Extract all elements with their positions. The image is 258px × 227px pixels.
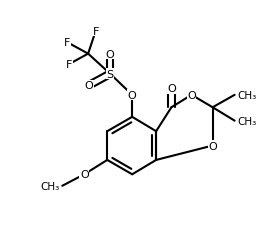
Text: O: O (208, 141, 217, 151)
Text: F: F (66, 60, 72, 70)
Text: O: O (106, 49, 115, 59)
Text: CH₃: CH₃ (238, 90, 257, 100)
Text: O: O (80, 170, 89, 180)
Text: S: S (107, 69, 114, 79)
Text: O: O (128, 90, 136, 100)
Text: CH₃: CH₃ (238, 116, 257, 126)
Text: F: F (93, 27, 99, 37)
Text: O: O (167, 84, 176, 94)
Text: F: F (64, 38, 70, 48)
Text: O: O (85, 81, 93, 91)
Text: O: O (187, 90, 196, 100)
Text: CH₃: CH₃ (40, 181, 59, 191)
